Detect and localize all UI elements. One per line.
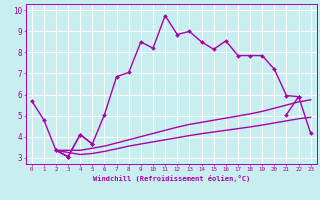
X-axis label: Windchill (Refroidissement éolien,°C): Windchill (Refroidissement éolien,°C): [92, 175, 250, 182]
